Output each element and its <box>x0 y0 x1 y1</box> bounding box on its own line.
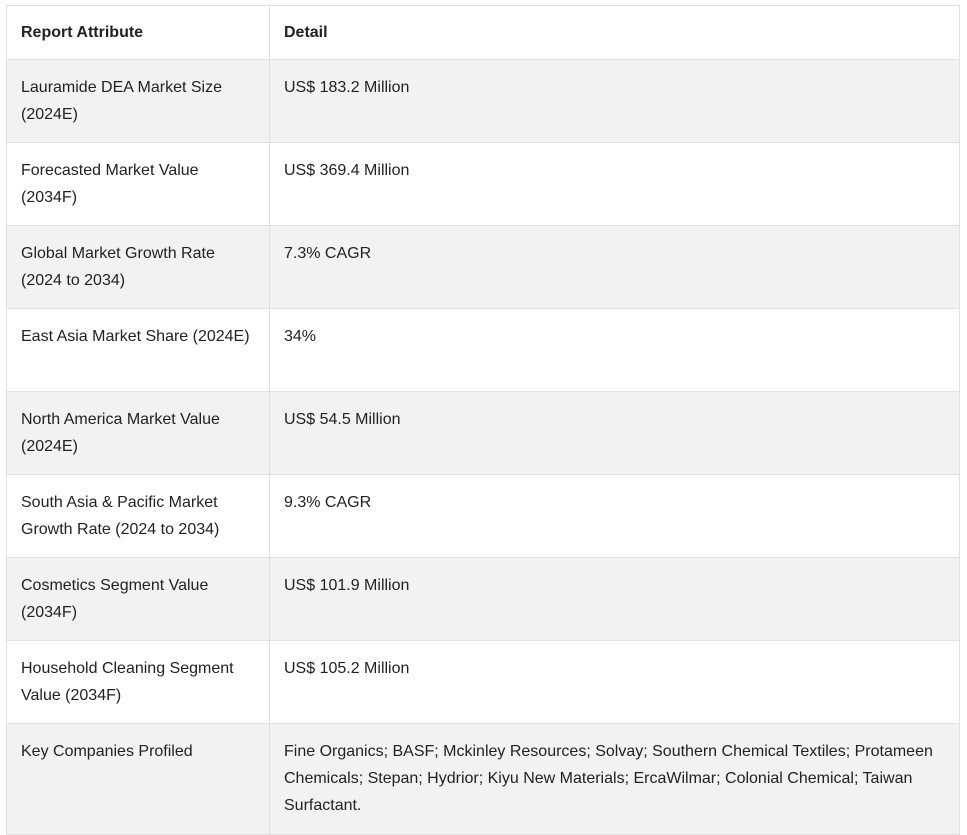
detail-cell: US$ 101.9 Million <box>269 557 960 641</box>
table-row: Key Companies Profiled Fine Organics; BAS… <box>6 723 960 835</box>
attribute-cell: South Asia & Pacific Market Growth Rate … <box>6 474 270 558</box>
header-report-attribute: Report Attribute <box>6 5 270 60</box>
report-attributes-table: Report Attribute Detail Lauramide DEA Ma… <box>6 5 960 835</box>
detail-cell: US$ 183.2 Million <box>269 59 960 143</box>
detail-cell: 7.3% CAGR <box>269 225 960 309</box>
detail-cell: 9.3% CAGR <box>269 474 960 558</box>
table-row: Global Market Growth Rate (2024 to 2034)… <box>6 225 960 309</box>
attribute-cell: Forecasted Market Value (2034F) <box>6 142 270 226</box>
table-row: Cosmetics Segment Value (2034F) US$ 101.9… <box>6 557 960 641</box>
detail-cell: US$ 54.5 Million <box>269 391 960 475</box>
table-row: Forecasted Market Value (2034F) US$ 369.4… <box>6 142 960 226</box>
detail-cell: US$ 105.2 Million <box>269 640 960 724</box>
attribute-cell: Key Companies Profiled <box>6 723 270 835</box>
detail-cell: US$ 369.4 Million <box>269 142 960 226</box>
table-row: East Asia Market Share (2024E) 34% <box>6 308 960 392</box>
table-header-row: Report Attribute Detail <box>6 5 960 60</box>
attribute-cell: East Asia Market Share (2024E) <box>6 308 270 392</box>
table-row: Household Cleaning Segment Value (2034F)… <box>6 640 960 724</box>
attribute-cell: Household Cleaning Segment Value (2034F) <box>6 640 270 724</box>
detail-cell: 34% <box>269 308 960 392</box>
attribute-cell: Lauramide DEA Market Size (2024E) <box>6 59 270 143</box>
header-detail: Detail <box>269 5 960 60</box>
detail-cell: Fine Organics; BASF; Mckinley Resources;… <box>269 723 960 835</box>
table-row: Lauramide DEA Market Size (2024E) US$ 183… <box>6 59 960 143</box>
table-row: North America Market Value (2024E) US$ 54… <box>6 391 960 475</box>
attribute-cell: Cosmetics Segment Value (2034F) <box>6 557 270 641</box>
table-row: South Asia & Pacific Market Growth Rate … <box>6 474 960 558</box>
attribute-cell: Global Market Growth Rate (2024 to 2034) <box>6 225 270 309</box>
attribute-cell: North America Market Value (2024E) <box>6 391 270 475</box>
